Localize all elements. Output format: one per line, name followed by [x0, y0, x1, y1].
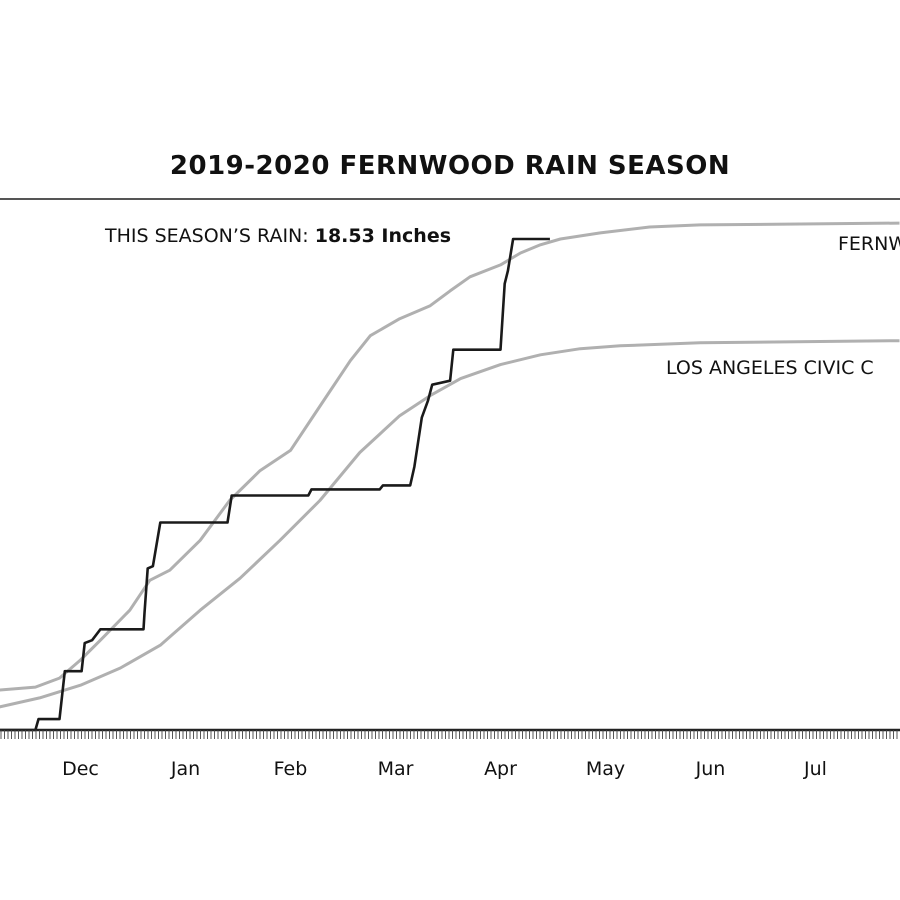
x-tick-label-mar: Mar — [378, 758, 414, 780]
x-tick-label-jan: Jan — [170, 758, 200, 780]
season-total-prefix: THIS SEASON’S RAIN: — [104, 225, 315, 247]
series-layer — [0, 221, 900, 732]
series-line-this-season — [0, 237, 550, 732]
x-tick-label-apr: Apr — [484, 758, 517, 780]
season-total-value: 18.53 Inches — [315, 225, 451, 247]
x-tick-label-dec: Dec — [62, 758, 99, 780]
x-tick-label-feb: Feb — [274, 758, 308, 780]
x-axis: DecJanFebMarAprMayJunJulAug — [0, 728, 900, 780]
series-label-la-civic: LOS ANGELES CIVIC C — [666, 357, 874, 379]
series-label-fernwood: FERNW — [838, 233, 900, 255]
season-total-annotation: THIS SEASON’S RAIN: 18.53 Inches — [104, 225, 451, 247]
x-tick-label-jun: Jun — [695, 758, 726, 780]
series-line-los-angeles-civic-center-average — [0, 339, 900, 709]
x-tick-label-may: May — [586, 758, 625, 780]
series-line-fernwood-average — [0, 221, 900, 692]
x-tick-label-jul: Jul — [803, 758, 827, 780]
chart-title: 2019-2020 FERNWOOD RAIN SEASON — [170, 151, 730, 181]
